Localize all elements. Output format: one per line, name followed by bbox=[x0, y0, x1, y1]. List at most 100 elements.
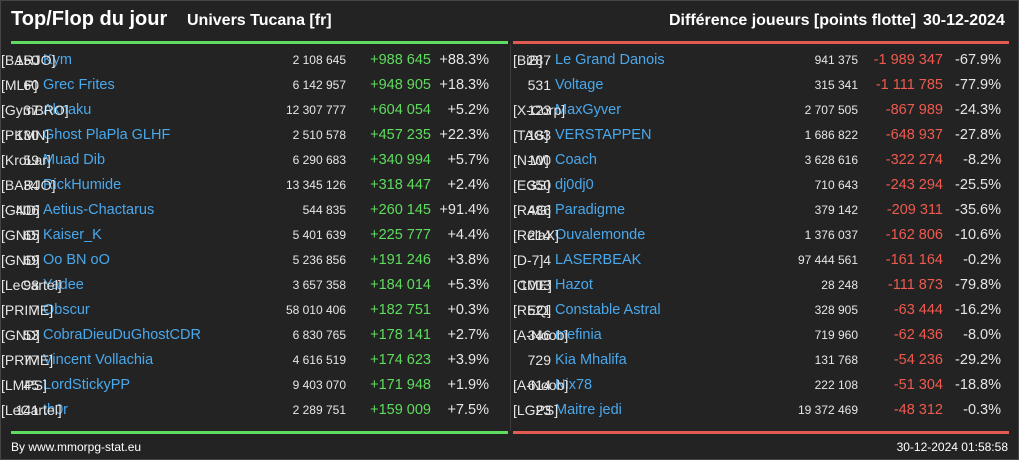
alliance-tag-link[interactable]: [X-Corp] bbox=[513, 102, 566, 118]
alliance-tag-link[interactable]: [A-Noob] bbox=[513, 377, 569, 393]
player-rank: 77 bbox=[23, 352, 39, 368]
player-score: 719 960 bbox=[814, 328, 858, 342]
table-row: 23 Maitre jedi [LGPS] 19 372 469 -48 312 -0.3… bbox=[513, 398, 1010, 423]
table-row: 53 CobraDieuDuGhostCDR [GND] 6 830 765 +178 … bbox=[1, 323, 498, 348]
player-name-link[interactable]: VERSTAPPEN bbox=[555, 127, 652, 143]
alliance-tag-link[interactable]: [LMPS] bbox=[1, 377, 47, 393]
flop-accent-bar bbox=[513, 41, 1009, 44]
alliance-tag-link[interactable]: [LeCartel] bbox=[1, 277, 62, 293]
player-rank: 183 bbox=[527, 127, 551, 143]
percent-change: -67.9% bbox=[955, 52, 1001, 68]
alliance-tag-link[interactable]: [N-W] bbox=[513, 152, 549, 168]
player-name-link[interactable]: th0r bbox=[43, 402, 68, 418]
player-rank: 346 bbox=[527, 327, 551, 343]
alliance-tag-link[interactable]: [MLP] bbox=[1, 77, 38, 93]
alliance-tag-link[interactable]: [D-7] bbox=[513, 252, 544, 268]
player-score: 2 510 578 bbox=[292, 128, 346, 142]
alliance-tag-link[interactable]: [BiB] bbox=[513, 52, 543, 68]
alliance-tag-link[interactable]: [KroLar] bbox=[1, 152, 51, 168]
player-name-link[interactable]: Vincent Vollachia bbox=[43, 352, 154, 368]
score-difference: -162 806 bbox=[885, 227, 943, 243]
player-name-link[interactable]: Hazot bbox=[555, 277, 593, 293]
player-rank: 486 bbox=[527, 202, 551, 218]
score-difference: +457 235 bbox=[370, 127, 431, 143]
percent-change: +91.4% bbox=[439, 202, 489, 218]
alliance-tag-link[interactable]: [TAG] bbox=[513, 127, 549, 143]
player-name-link[interactable]: Ghost PlaPla GLHF bbox=[43, 127, 171, 143]
alliance-tag-link[interactable]: [PRIME] bbox=[1, 302, 54, 318]
player-name-link[interactable]: Aetius-Chactarus bbox=[43, 202, 155, 218]
alliance-tag-link[interactable]: [BARJO] bbox=[1, 177, 56, 193]
alliance-tag-link[interactable]: [EGS] bbox=[513, 177, 551, 193]
player-name-link[interactable]: Coach bbox=[555, 152, 597, 168]
alliance-tag-link[interactable]: [RelaX] bbox=[513, 227, 559, 243]
player-rank: 59 bbox=[23, 152, 39, 168]
player-name-link[interactable]: Voltage bbox=[555, 77, 604, 93]
player-name-link[interactable]: Yadee bbox=[43, 277, 84, 293]
player-name-link[interactable]: Le Grand Danois bbox=[555, 52, 665, 68]
player-rank: 130 bbox=[15, 127, 39, 143]
alliance-tag-link[interactable]: [PRIME] bbox=[1, 352, 54, 368]
alliance-tag-link[interactable]: [GymBRO] bbox=[1, 102, 69, 118]
player-name-link[interactable]: Kym bbox=[43, 52, 72, 68]
player-score: 6 290 683 bbox=[292, 153, 346, 167]
alliance-tag-link[interactable]: [PKMN] bbox=[1, 127, 50, 143]
player-name-link[interactable]: LordStickyPP bbox=[43, 377, 131, 393]
player-name-link[interactable]: dj0dj0 bbox=[555, 177, 594, 193]
table-row: 45 LordStickyPP [LMPS] 9 403 070 +171 948 +1.… bbox=[1, 373, 498, 398]
player-rank: 7 bbox=[31, 302, 39, 318]
alliance-tag-link[interactable]: [A-Noob] bbox=[513, 327, 569, 343]
player-name-link[interactable]: Nix78 bbox=[555, 377, 593, 393]
percent-change: -0.2% bbox=[963, 252, 1001, 268]
table-row: 486 Paradigme [RAG] 379 142 -209 311 -35.6% bbox=[513, 198, 1010, 223]
player-name-link[interactable]: RickHumide bbox=[43, 177, 122, 193]
table-row: 4 LASERBEAK [D-7] 97 444 561 -161 164 -0.2% bbox=[513, 248, 1010, 273]
column-divider bbox=[510, 44, 511, 431]
player-name-link[interactable]: Obscur bbox=[43, 302, 90, 318]
player-name-link[interactable]: Kia Mhalifa bbox=[555, 352, 627, 368]
player-name-link[interactable]: Maitre jedi bbox=[555, 402, 622, 418]
player-name-link[interactable]: Oo BN oO bbox=[43, 252, 110, 268]
player-name-link[interactable]: LASERBEAK bbox=[555, 252, 642, 268]
score-difference: -867 989 bbox=[885, 102, 943, 118]
player-name-link[interactable]: Grec Frites bbox=[43, 77, 115, 93]
score-difference: -161 164 bbox=[885, 252, 943, 268]
percent-change: +7.5% bbox=[447, 402, 489, 418]
player-score: 5 236 856 bbox=[292, 253, 346, 267]
table-row: 69 Oo BN oO [GND] 5 236 856 +191 246 +3.8% bbox=[1, 248, 498, 273]
alliance-tag-link[interactable]: [GND] bbox=[1, 327, 40, 343]
player-rank: 1003 bbox=[519, 277, 551, 293]
player-name-link[interactable]: MaxGyver bbox=[555, 102, 622, 118]
player-name-link[interactable]: Paradigme bbox=[555, 202, 626, 218]
universe-subtitle: Univers Tucana [fr] bbox=[187, 12, 332, 29]
player-name-link[interactable]: Aknaku bbox=[43, 102, 92, 118]
player-name-link[interactable]: Kaiser_K bbox=[43, 227, 102, 243]
player-name-link[interactable]: Constable Astral bbox=[555, 302, 661, 318]
top-list: 150 Kym [BARJO] 2 108 645 +988 645 +88.3% 60 Gr… bbox=[1, 48, 498, 423]
alliance-tag-link[interactable]: [LeCartel] bbox=[1, 402, 62, 418]
alliance-tag-link[interactable]: [GND] bbox=[1, 227, 40, 243]
header: Top/Flop du jour Univers Tucana [fr] Dif… bbox=[1, 1, 1018, 41]
table-row: 350 dj0dj0 [EGS] 710 643 -243 294 -25.5% bbox=[513, 173, 1010, 198]
player-name-link[interactable]: Ouvalemonde bbox=[555, 227, 646, 243]
alliance-tag-link[interactable]: [GND] bbox=[1, 202, 40, 218]
percent-change: +2.7% bbox=[447, 327, 489, 343]
alliance-tag-link[interactable]: [GND] bbox=[1, 252, 40, 268]
player-name-link[interactable]: mefinia bbox=[555, 327, 602, 343]
percent-change: +88.3% bbox=[439, 52, 489, 68]
player-name-link[interactable]: Muad Dib bbox=[43, 152, 106, 168]
alliance-tag-link[interactable]: [REQ] bbox=[513, 302, 552, 318]
percent-change: -77.9% bbox=[955, 77, 1001, 93]
alliance-tag-link[interactable]: [CME] bbox=[513, 277, 552, 293]
alliance-tag-link[interactable]: [BARJO] bbox=[1, 52, 56, 68]
alliance-tag-link[interactable]: [RAG] bbox=[513, 202, 552, 218]
alliance-tag-link[interactable]: [LGPS] bbox=[513, 402, 559, 418]
player-rank: 53 bbox=[23, 327, 39, 343]
percent-change: -18.8% bbox=[955, 377, 1001, 393]
flop-list: 287 Le Grand Danois [BiB] 941 375 -1 989 347… bbox=[513, 48, 1010, 423]
player-name-link[interactable]: CobraDieuDuGhostCDR bbox=[43, 327, 201, 343]
percent-change: +2.4% bbox=[447, 177, 489, 193]
top-bottom-bar bbox=[11, 431, 508, 434]
player-score: 710 643 bbox=[814, 178, 858, 192]
